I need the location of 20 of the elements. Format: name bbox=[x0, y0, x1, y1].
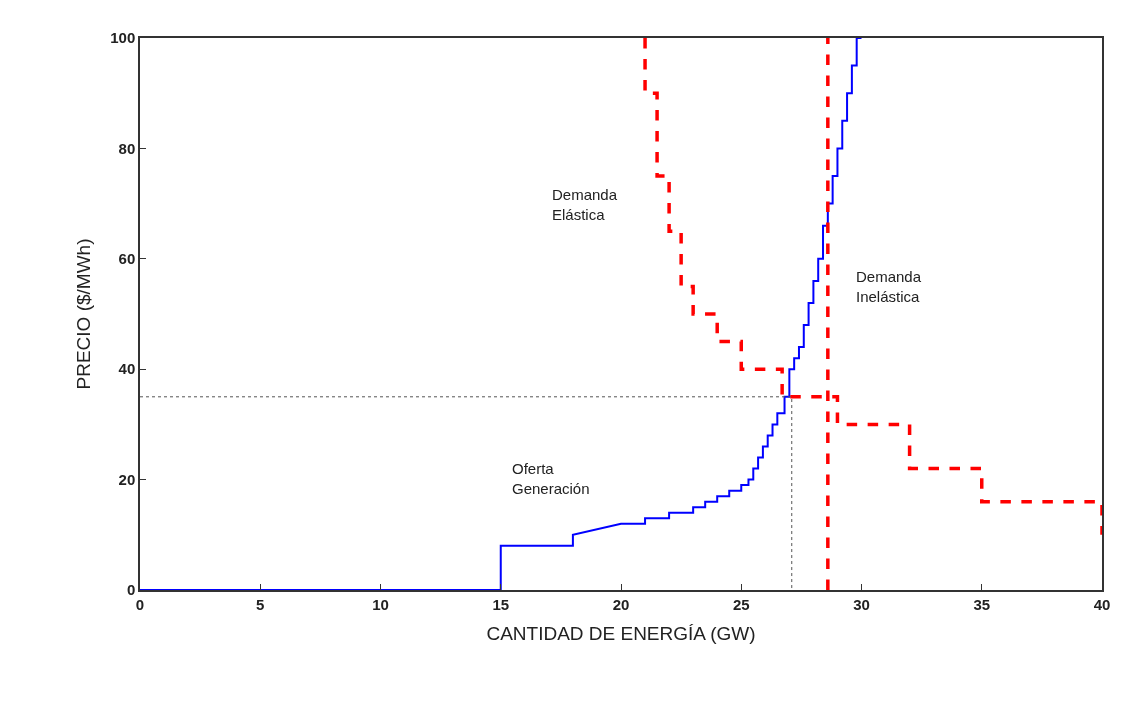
y-tick-label: 40 bbox=[118, 360, 136, 378]
x-axis-title: CANTIDAD DE ENERGÍA (GW) bbox=[486, 623, 756, 645]
x-tick-label: 10 bbox=[372, 595, 389, 613]
x-tick-label: 25 bbox=[732, 595, 750, 613]
y-tick-label: 80 bbox=[118, 139, 136, 157]
y-tick-label: 60 bbox=[118, 250, 136, 268]
x-tick-label: 40 bbox=[1093, 595, 1111, 613]
x-tick-label: 30 bbox=[853, 595, 870, 613]
y-tick-label: 100 bbox=[110, 29, 136, 47]
series-label: Demanda Inelástica bbox=[856, 268, 922, 305]
y-axis-title: PRECIO ($/MWh) bbox=[72, 238, 94, 390]
x-tick-label: 35 bbox=[973, 595, 991, 613]
y-tick-label: 20 bbox=[118, 470, 136, 488]
text: Demanda Elástica bbox=[552, 186, 618, 223]
line-series bbox=[643, 38, 1102, 537]
x-tick-label: 20 bbox=[612, 595, 630, 613]
x-tick-label: 5 bbox=[256, 595, 265, 613]
text: Oferta Generación bbox=[512, 460, 590, 497]
y-tick-label: 0 bbox=[126, 581, 136, 599]
x-tick-label: 15 bbox=[492, 595, 510, 613]
